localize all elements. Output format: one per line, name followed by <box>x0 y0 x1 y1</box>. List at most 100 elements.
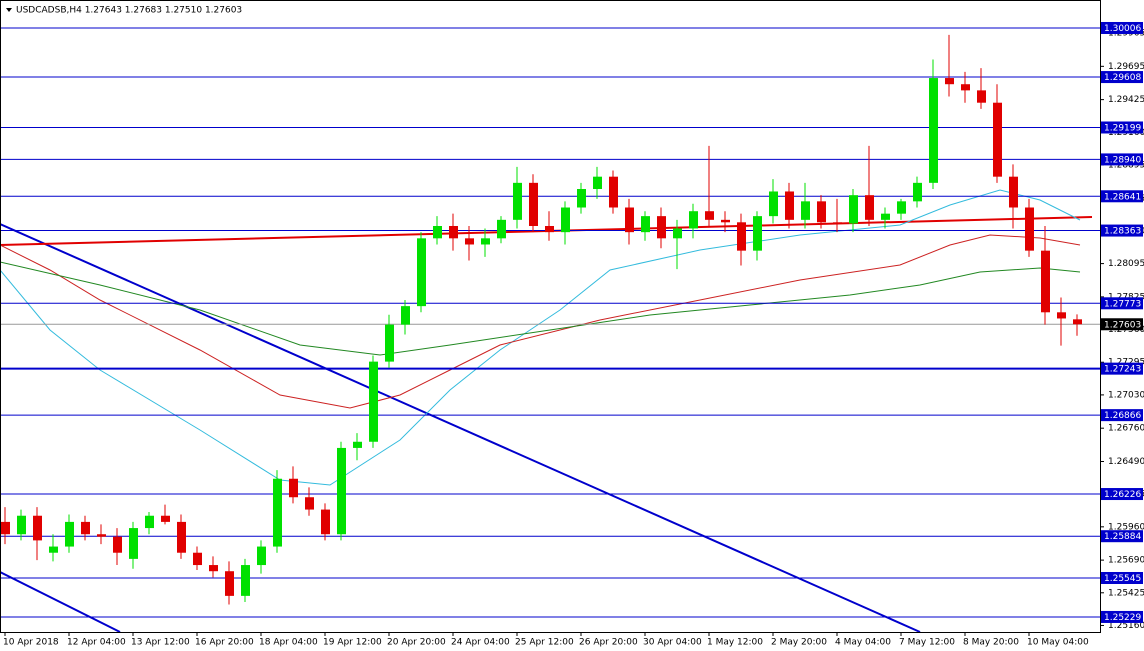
x-tick-label: 18 Apr 04:00 <box>259 638 318 648</box>
candle-body <box>161 515 170 522</box>
level-label: 1.25545 <box>1104 574 1141 584</box>
candle-body <box>81 521 90 535</box>
chart-title: USDCADSB,H4 1.27643 1.27683 1.27510 1.27… <box>16 6 242 16</box>
candle-body <box>561 207 570 233</box>
level-label-box <box>1101 297 1143 310</box>
y-tick-label: 1.27030 <box>1108 390 1144 400</box>
x-tick-label: 25 Apr 12:00 <box>515 638 574 648</box>
current-price-label: 1.27603 <box>1104 320 1141 330</box>
trend-line <box>0 223 921 633</box>
candle-body <box>785 191 794 220</box>
level-label: 1.27773 <box>1104 299 1141 309</box>
current-price-box <box>1101 318 1143 331</box>
candle-body <box>273 478 282 547</box>
candle-body <box>577 189 586 208</box>
level-label: 1.27243 <box>1104 365 1141 375</box>
level-label: 1.28641 <box>1104 192 1141 202</box>
level-label: 1.29199 <box>1104 123 1141 133</box>
candle-body <box>321 509 330 535</box>
level-label-box <box>1101 121 1143 134</box>
candle-body <box>305 497 314 510</box>
x-tick-label: 4 May 04:00 <box>835 638 891 648</box>
level-label: 1.25884 <box>1104 532 1141 542</box>
candle-body <box>353 441 362 448</box>
candle-body <box>401 306 410 325</box>
candle-body <box>369 361 378 442</box>
candle-body <box>817 201 826 223</box>
candle-body <box>865 195 874 220</box>
candle-body <box>705 211 714 220</box>
candle-body <box>609 176 618 208</box>
candle-body <box>337 447 346 535</box>
level-label-box <box>1101 571 1143 584</box>
candle-body <box>753 216 762 251</box>
x-tick-label: 12 Apr 04:00 <box>67 638 126 648</box>
candle-body <box>769 191 778 217</box>
candle-body <box>657 216 666 239</box>
level-label-box <box>1101 530 1143 543</box>
candle-body <box>945 78 954 85</box>
level-label: 1.30006 <box>1104 24 1141 34</box>
candle-body <box>913 182 922 202</box>
x-tick-label: 30 Apr 04:00 <box>643 638 702 648</box>
level-label-box <box>1101 488 1143 501</box>
candle-body <box>993 102 1002 177</box>
level-label-box <box>1101 21 1143 34</box>
candle-body <box>1025 207 1034 251</box>
x-tick-label: 13 Apr 12:00 <box>131 638 190 648</box>
candle-body <box>833 222 842 224</box>
candle-body <box>1 521 10 535</box>
candle-body <box>801 201 810 220</box>
candle-body <box>481 238 490 245</box>
x-tick-label: 1 May 12:00 <box>707 638 763 648</box>
candle-body <box>737 222 746 251</box>
candle-body <box>929 78 938 183</box>
plot-border <box>0 0 1101 633</box>
level-label-box <box>1101 190 1143 203</box>
x-tick-label: 10 May 04:00 <box>1027 638 1089 648</box>
candle-body <box>721 219 730 223</box>
candle-body <box>177 521 186 553</box>
candle-body <box>497 219 506 239</box>
candle-body <box>129 528 138 559</box>
candle-body <box>465 238 474 245</box>
x-tick-label: 2 May 20:00 <box>771 638 827 648</box>
x-tick-label: 16 Apr 20:00 <box>195 638 254 648</box>
candle-body <box>449 225 458 239</box>
candle-body <box>513 182 522 220</box>
candle-body <box>385 324 394 362</box>
candle-body <box>49 546 58 553</box>
y-tick-label: 1.29425 <box>1108 95 1144 105</box>
y-tick-label: 1.25690 <box>1108 556 1144 566</box>
candle-body <box>1073 319 1082 325</box>
x-tick-label: 7 May 12:00 <box>899 638 955 648</box>
candle-body <box>193 552 202 566</box>
candle-body <box>1009 176 1018 208</box>
x-tick-label: 26 Apr 20:00 <box>579 638 638 648</box>
candle-body <box>881 213 890 220</box>
y-tick-label: 1.25960 <box>1108 522 1144 532</box>
candle-body <box>241 565 250 596</box>
candle-body <box>849 195 858 224</box>
candle-body <box>33 515 42 541</box>
menu-arrow[interactable] <box>6 8 12 12</box>
candle-body <box>689 211 698 229</box>
level-label: 1.28940 <box>1104 155 1141 165</box>
candle-body <box>961 84 970 91</box>
level-label-box <box>1101 224 1143 237</box>
candle-body <box>97 534 106 537</box>
moving-average <box>0 234 1081 409</box>
level-label-box <box>1101 71 1143 84</box>
candle-body <box>257 546 266 566</box>
candle-body <box>641 216 650 233</box>
trend-line <box>0 571 121 633</box>
candle-body <box>113 536 122 553</box>
candle-body <box>433 225 442 239</box>
level-label: 1.29608 <box>1104 73 1141 83</box>
moving-average <box>0 189 1081 486</box>
candle-body <box>145 515 154 529</box>
level-label-box <box>1101 153 1143 166</box>
y-tick-label: 1.28895 <box>1108 160 1144 170</box>
candle-body <box>17 515 26 535</box>
